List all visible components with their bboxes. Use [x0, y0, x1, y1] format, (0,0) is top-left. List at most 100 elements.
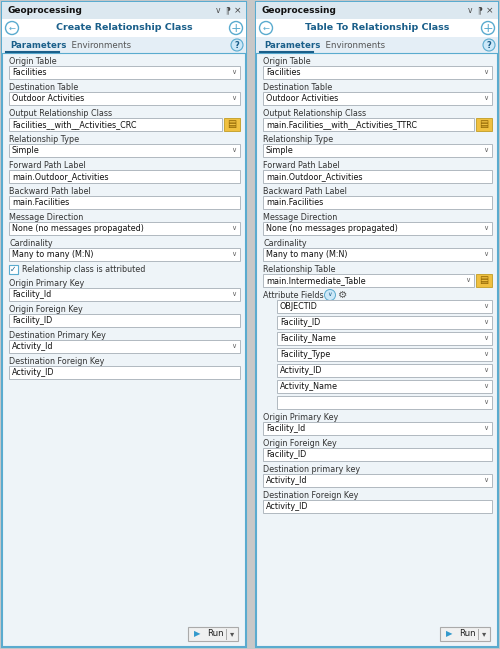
Text: v: v: [468, 6, 472, 15]
Text: ?: ?: [234, 40, 240, 49]
FancyBboxPatch shape: [263, 170, 492, 183]
Text: ∨: ∨: [483, 426, 488, 432]
Text: ←: ←: [8, 23, 16, 32]
Text: Activity_Name: Activity_Name: [280, 382, 338, 391]
FancyBboxPatch shape: [256, 37, 498, 53]
Text: ∨: ∨: [483, 478, 488, 484]
Text: Simple: Simple: [266, 146, 294, 155]
Text: Environments: Environments: [320, 40, 385, 49]
Text: Facilities__with__Activities_CRC: Facilities__with__Activities_CRC: [12, 120, 136, 129]
Text: ∨: ∨: [231, 252, 236, 258]
Text: ?: ?: [486, 40, 492, 49]
Text: ▾: ▾: [230, 630, 234, 639]
Text: Cardinality: Cardinality: [263, 239, 306, 248]
FancyBboxPatch shape: [9, 92, 240, 105]
Text: ∨: ∨: [483, 225, 488, 232]
FancyBboxPatch shape: [2, 19, 246, 37]
FancyBboxPatch shape: [9, 248, 240, 261]
FancyBboxPatch shape: [9, 144, 240, 157]
Text: ×: ×: [234, 6, 241, 15]
Text: ▾: ▾: [482, 630, 486, 639]
Text: OBJECTID: OBJECTID: [280, 302, 318, 311]
Text: Outdoor Activities: Outdoor Activities: [266, 94, 338, 103]
Text: ∨: ∨: [483, 384, 488, 389]
Text: ∨: ∨: [231, 147, 236, 154]
FancyBboxPatch shape: [263, 196, 492, 209]
Text: Backward Path label: Backward Path label: [9, 187, 91, 196]
Text: ⚙: ⚙: [338, 290, 347, 300]
FancyBboxPatch shape: [277, 396, 492, 409]
Text: main.Facilities: main.Facilities: [12, 198, 69, 207]
FancyBboxPatch shape: [9, 366, 240, 379]
Text: main.Outdoor_Activities: main.Outdoor_Activities: [12, 172, 108, 181]
Circle shape: [231, 39, 243, 51]
Text: ∨: ∨: [483, 336, 488, 341]
Text: ×: ×: [486, 6, 493, 15]
Text: ∨: ∨: [483, 95, 488, 101]
Text: ⁋: ⁋: [477, 6, 482, 15]
Text: ∨: ∨: [483, 69, 488, 75]
FancyBboxPatch shape: [9, 340, 240, 353]
Text: Destination primary key: Destination primary key: [263, 465, 360, 474]
Text: Message Direction: Message Direction: [263, 213, 337, 222]
Text: Message Direction: Message Direction: [9, 213, 83, 222]
Text: Destination Foreign Key: Destination Foreign Key: [263, 491, 358, 500]
FancyBboxPatch shape: [9, 66, 240, 79]
Text: Facility_ID: Facility_ID: [280, 318, 320, 327]
Text: Geoprocessing: Geoprocessing: [261, 6, 336, 15]
Text: ∨: ∨: [231, 343, 236, 350]
Text: ▶: ▶: [446, 630, 452, 639]
Text: Many to many (M:N): Many to many (M:N): [266, 250, 347, 259]
Text: ∨: ∨: [231, 69, 236, 75]
FancyBboxPatch shape: [476, 274, 492, 287]
Text: Activity_ID: Activity_ID: [280, 366, 322, 375]
Text: Destination Primary Key: Destination Primary Key: [9, 331, 106, 340]
FancyBboxPatch shape: [263, 118, 474, 131]
FancyBboxPatch shape: [9, 314, 240, 327]
Text: Facility_Name: Facility_Name: [280, 334, 336, 343]
Text: Facility_ID: Facility_ID: [266, 450, 306, 459]
Text: ▤: ▤: [228, 119, 236, 130]
FancyBboxPatch shape: [440, 627, 490, 641]
Text: Output Relationship Class: Output Relationship Class: [9, 109, 112, 118]
Text: Activity_Id: Activity_Id: [266, 476, 308, 485]
Text: ⁋: ⁋: [225, 6, 230, 15]
Text: ∨: ∨: [483, 252, 488, 258]
FancyBboxPatch shape: [188, 627, 238, 641]
Text: ▶: ▶: [194, 630, 200, 639]
Text: Facility_Type: Facility_Type: [280, 350, 330, 359]
Text: v: v: [216, 6, 220, 15]
Circle shape: [324, 289, 336, 300]
Text: Cardinality: Cardinality: [9, 239, 52, 248]
Text: Environments: Environments: [66, 40, 131, 49]
Text: Run: Run: [458, 630, 475, 639]
FancyBboxPatch shape: [9, 288, 240, 301]
Text: Origin Primary Key: Origin Primary Key: [263, 413, 338, 422]
Text: main.Outdoor_Activities: main.Outdoor_Activities: [266, 172, 362, 181]
Text: ∨: ∨: [483, 400, 488, 406]
Text: None (no messages propagated): None (no messages propagated): [266, 224, 398, 233]
Text: Facility_Id: Facility_Id: [12, 290, 51, 299]
FancyBboxPatch shape: [9, 222, 240, 235]
FancyBboxPatch shape: [263, 500, 492, 513]
Text: main.Facilities__with__Activities_TTRC: main.Facilities__with__Activities_TTRC: [266, 120, 417, 129]
FancyBboxPatch shape: [277, 300, 492, 313]
Text: Origin Table: Origin Table: [263, 57, 310, 66]
FancyBboxPatch shape: [256, 19, 498, 37]
FancyBboxPatch shape: [263, 274, 474, 287]
Text: Activity_Id: Activity_Id: [12, 342, 53, 351]
Text: Parameters: Parameters: [10, 40, 66, 49]
FancyBboxPatch shape: [277, 348, 492, 361]
Text: Facilities: Facilities: [12, 68, 46, 77]
Text: main.Intermediate_Table: main.Intermediate_Table: [266, 276, 366, 285]
Text: ∨: ∨: [483, 352, 488, 358]
FancyBboxPatch shape: [2, 37, 246, 53]
Text: Attribute Fields: Attribute Fields: [263, 291, 324, 300]
Text: Facility_Id: Facility_Id: [266, 424, 305, 433]
FancyBboxPatch shape: [9, 196, 240, 209]
Text: +: +: [482, 21, 494, 34]
FancyBboxPatch shape: [2, 2, 246, 19]
FancyBboxPatch shape: [263, 422, 492, 435]
Text: Relationship Type: Relationship Type: [9, 135, 79, 144]
Text: Origin Foreign Key: Origin Foreign Key: [9, 305, 83, 314]
